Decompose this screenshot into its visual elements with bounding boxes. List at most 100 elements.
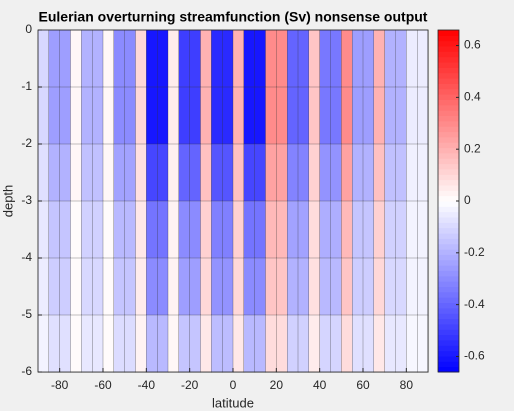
cell — [167, 143, 180, 202]
colorbar-swatch — [438, 361, 459, 368]
colorbar-tick-label: 0 — [464, 193, 471, 207]
colorbar-swatch — [438, 174, 459, 181]
cell — [243, 257, 256, 316]
cell — [59, 257, 72, 316]
x-tick-label: 20 — [270, 378, 284, 392]
colorbar-swatch — [438, 104, 459, 111]
cell — [265, 29, 277, 88]
cell — [254, 200, 267, 259]
cell — [124, 314, 137, 373]
colorbar-tick-label: 0.6 — [464, 38, 481, 52]
cell — [319, 314, 332, 373]
cell — [178, 200, 191, 259]
cell — [417, 29, 429, 88]
colorbar-swatch — [438, 67, 459, 74]
cell — [146, 200, 158, 259]
cell — [265, 86, 277, 145]
cell — [113, 29, 126, 88]
colorbar-swatch — [438, 120, 459, 127]
cell — [167, 314, 180, 373]
colorbar-swatch — [438, 78, 459, 84]
cell — [81, 200, 93, 259]
cell — [59, 86, 72, 145]
cell — [265, 314, 277, 373]
colorbar-swatch — [438, 329, 459, 336]
cell — [362, 200, 375, 259]
cell — [417, 257, 429, 316]
cell — [373, 143, 386, 202]
cell — [417, 86, 429, 145]
colorbar-swatch — [438, 270, 459, 277]
colorbar-swatch — [438, 211, 459, 218]
colorbar-swatch — [438, 99, 459, 106]
cell — [113, 86, 126, 145]
cell — [395, 143, 407, 202]
colorbar-swatch — [438, 227, 459, 234]
colorbar-swatch — [438, 297, 459, 304]
cell — [287, 257, 299, 316]
cell — [276, 257, 288, 316]
colorbar-swatch — [438, 201, 459, 207]
cell — [37, 257, 50, 316]
cell — [308, 143, 321, 202]
cell — [341, 143, 353, 202]
cell — [211, 29, 223, 88]
y-tick-label: -3 — [21, 193, 32, 207]
cell — [232, 29, 245, 88]
cell — [319, 200, 332, 259]
x-tick-label: -60 — [94, 378, 112, 392]
colorbar-swatch — [438, 72, 459, 79]
colorbar-swatch — [438, 254, 459, 261]
cell — [92, 257, 104, 316]
colorbar-swatch — [438, 195, 459, 202]
colorbar-swatch — [438, 83, 459, 90]
cell — [135, 257, 147, 316]
cell — [297, 86, 310, 145]
cell — [178, 314, 191, 373]
y-tick-label: 0 — [25, 22, 32, 36]
colorbar-swatch — [438, 30, 459, 36]
cell — [48, 257, 61, 316]
cell — [92, 143, 104, 202]
cell — [81, 143, 93, 202]
cell — [352, 200, 364, 259]
cell — [243, 86, 256, 145]
x-tick-label: 80 — [400, 378, 414, 392]
colorbar-swatch — [438, 158, 459, 165]
cell — [200, 143, 212, 202]
cell — [124, 143, 137, 202]
cell — [243, 29, 256, 88]
cell — [59, 143, 72, 202]
cell — [211, 314, 223, 373]
cell — [189, 29, 202, 88]
colorbar-swatch — [438, 35, 459, 42]
x-tick-label: -20 — [181, 378, 199, 392]
colorbar-swatch — [438, 94, 459, 100]
cell — [113, 257, 126, 316]
cell — [102, 86, 115, 145]
colorbar-swatch — [438, 168, 459, 175]
colorbar-swatch — [438, 136, 459, 143]
colorbar-swatch — [438, 366, 459, 373]
cell — [135, 29, 147, 88]
cell — [37, 314, 50, 373]
cell — [297, 200, 310, 259]
colorbar-swatch — [438, 302, 459, 309]
cell — [37, 143, 50, 202]
cell — [243, 143, 256, 202]
cell — [341, 314, 353, 373]
cell — [276, 143, 288, 202]
x-tick-label: -80 — [51, 378, 69, 392]
cell — [395, 29, 407, 88]
cell — [352, 257, 364, 316]
cell — [146, 257, 158, 316]
cell — [211, 86, 223, 145]
cell — [406, 29, 418, 88]
cell — [243, 314, 256, 373]
cell — [417, 314, 429, 373]
cell — [341, 200, 353, 259]
cell — [70, 143, 82, 202]
cell — [211, 257, 223, 316]
cell — [92, 29, 104, 88]
colorbar-swatch — [438, 355, 459, 362]
